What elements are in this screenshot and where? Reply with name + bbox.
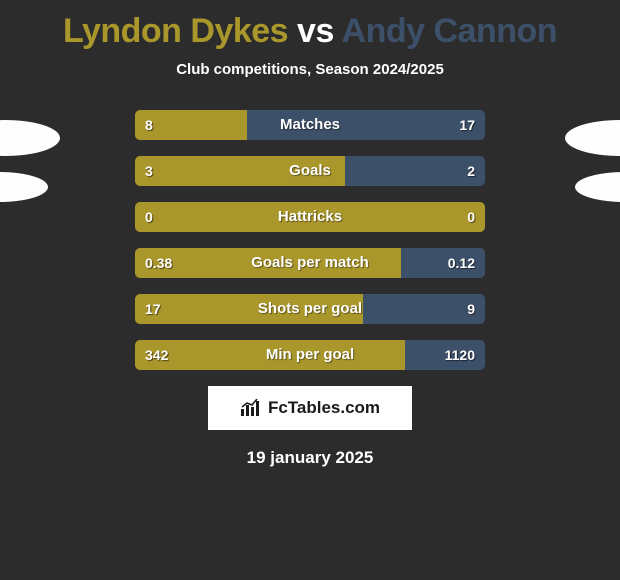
bar-label: Goals bbox=[135, 156, 485, 186]
bar-label: Hattricks bbox=[135, 202, 485, 232]
bar-label: Matches bbox=[135, 110, 485, 140]
page-title: Lyndon Dykes vs Andy Cannon bbox=[0, 0, 620, 51]
subtitle: Club competitions, Season 2024/2025 bbox=[0, 61, 620, 78]
bar-label: Shots per goal bbox=[135, 294, 485, 324]
avatar-placeholder-left-2 bbox=[0, 172, 48, 202]
avatar-placeholder-right-1 bbox=[565, 120, 620, 156]
avatar-placeholder-right-2 bbox=[575, 172, 620, 202]
stat-bar: 817Matches bbox=[135, 110, 485, 140]
comparison-bars: 817Matches 32Goals 00Hattricks 0.380.12Goal… bbox=[135, 110, 485, 370]
logo-text: FcTables.com bbox=[268, 398, 380, 418]
stat-bar: 0.380.12Goals per match bbox=[135, 248, 485, 278]
stat-bar: 3421120Min per goal bbox=[135, 340, 485, 370]
chart-icon bbox=[240, 399, 262, 417]
bar-label: Goals per match bbox=[135, 248, 485, 278]
bar-label: Min per goal bbox=[135, 340, 485, 370]
player1-name: Lyndon Dykes bbox=[63, 12, 288, 50]
vs-text: vs bbox=[288, 12, 341, 50]
stat-bar: 179Shots per goal bbox=[135, 294, 485, 324]
player2-name: Andy Cannon bbox=[342, 12, 557, 50]
avatar-placeholder-left-1 bbox=[0, 120, 60, 156]
logo-badge: FcTables.com bbox=[208, 386, 412, 430]
stat-bar: 32Goals bbox=[135, 156, 485, 186]
date-text: 19 january 2025 bbox=[0, 448, 620, 468]
stat-bar: 00Hattricks bbox=[135, 202, 485, 232]
